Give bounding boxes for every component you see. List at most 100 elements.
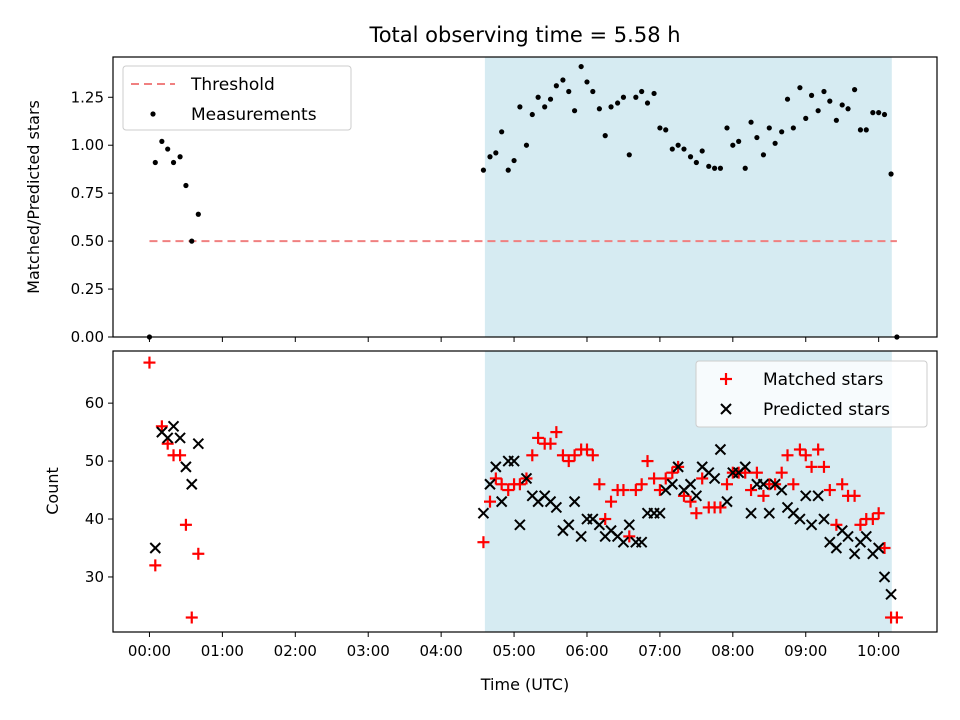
bottom-x-tick-label: 08:00: [711, 642, 754, 660]
matched-point: [483, 495, 496, 508]
predicted-point: [477, 507, 490, 519]
measurement-point: [888, 171, 894, 177]
measurement-point: [736, 138, 742, 144]
measurement-point: [808, 92, 815, 98]
top-y-tick-label: 0.75: [71, 184, 104, 202]
matched-point: [556, 449, 569, 462]
predicted-point: [860, 530, 872, 543]
measurement-point: [165, 146, 171, 152]
top-y-ticks: 0.00 0.25 0.50 0.75 1.00 1.25: [71, 88, 113, 346]
bottom-x-tick-label: 02:00: [274, 642, 317, 660]
measurement-point: [480, 167, 487, 173]
bottom-legend-box: [695, 360, 928, 428]
measurement-point: [669, 146, 675, 152]
matched-point: [513, 478, 526, 491]
top-y-tick-label: 1.25: [71, 88, 104, 106]
measurement-point: [815, 108, 821, 114]
matched-point: [787, 478, 800, 491]
predicted-point: [721, 495, 733, 508]
matched-point: [854, 518, 867, 531]
matched-point: [185, 611, 198, 624]
measurement-point: [596, 106, 602, 112]
matched-point: [161, 437, 174, 450]
predicted-point: [161, 432, 174, 444]
predicted-point: [812, 490, 824, 502]
bottom-x-axis-label: Time (UTC): [480, 675, 569, 694]
measurement-points: [146, 63, 900, 340]
measurement-point: [742, 165, 748, 171]
matched-point: [544, 437, 557, 450]
matched-point: [179, 518, 192, 531]
measurement-point: [772, 140, 778, 146]
chart-title: Total observing time = 5.58 h: [368, 23, 680, 47]
measurement-point: [511, 157, 517, 164]
bottom-x-tick-label: 05:00: [492, 642, 535, 660]
matched-point: [677, 489, 690, 502]
predicted-point: [484, 478, 496, 490]
measurement-point: [852, 87, 858, 93]
matched-point: [799, 449, 812, 462]
legend-matched-label: Matched stars: [763, 370, 883, 390]
predicted-point: [575, 530, 587, 543]
matched-point: [757, 489, 770, 502]
matched-point: [605, 495, 618, 508]
measurement-point: [159, 138, 165, 144]
measurement-point: [195, 211, 201, 217]
bottom-legend: Matched stars Predicted stars: [695, 360, 928, 428]
matched-point: [143, 356, 156, 369]
predicted-point: [842, 530, 854, 543]
predicted-point: [878, 571, 891, 583]
matched-point: [836, 478, 849, 491]
predicted-point: [654, 507, 666, 519]
measurement-point: [681, 146, 687, 152]
predicted-point: [174, 432, 186, 444]
predicted-point: [672, 461, 684, 473]
predicted-point: [745, 507, 757, 519]
matched-point: [580, 443, 593, 456]
measurement-point: [152, 159, 158, 166]
measurement-point: [790, 125, 796, 131]
predicted-point: [149, 542, 162, 554]
matched-point: [696, 472, 709, 485]
top-y-tick-label: 0.50: [71, 232, 104, 250]
measurement-point: [566, 88, 572, 95]
matched-point: [866, 513, 879, 526]
top-shaded-span: [484, 57, 892, 337]
bottom-x-tick-label: 00:00: [128, 642, 171, 660]
legend-matched-swatch: [720, 373, 732, 385]
matched-point: [502, 484, 515, 497]
matched-point: [495, 478, 508, 491]
measurement-point: [553, 83, 559, 89]
bottom-x-tick-label: 06:00: [565, 642, 608, 660]
measurement-point: [657, 125, 663, 131]
measurement-point: [839, 102, 845, 108]
predicted-point: [666, 478, 679, 490]
top-legend-box: [122, 65, 352, 131]
bottom-y-axis-label: Count: [43, 467, 62, 515]
matched-point: [872, 507, 885, 520]
predicted-point: [800, 490, 812, 502]
matched-point: [174, 449, 187, 462]
bottom-x-tick-label: 10:00: [857, 642, 900, 660]
measurement-point: [863, 127, 869, 133]
legend-predicted-label: Predicted stars: [763, 400, 890, 420]
legend-threshold-label: Threshold: [190, 75, 275, 95]
measurement-point: [615, 100, 621, 106]
matched-point: [817, 460, 830, 473]
predicted-point: [763, 507, 775, 519]
measurement-point: [881, 111, 888, 118]
bottom-x-tick-label: 01:00: [201, 642, 244, 660]
predicted-point: [635, 536, 648, 548]
matched-point: [617, 484, 630, 497]
bottom-x-tick-label: 04:00: [420, 642, 463, 660]
matched-point: [720, 478, 733, 491]
predicted-point: [708, 472, 721, 485]
matched-point: [823, 484, 836, 497]
top-legend: Threshold Measurements: [122, 65, 352, 131]
measurement-point: [578, 63, 584, 70]
bottom-y-tick-label: 50: [85, 452, 104, 470]
matched-point: [830, 518, 843, 531]
measurement-point: [845, 106, 851, 112]
matched-point: [848, 489, 861, 502]
measurement-point: [766, 125, 772, 131]
